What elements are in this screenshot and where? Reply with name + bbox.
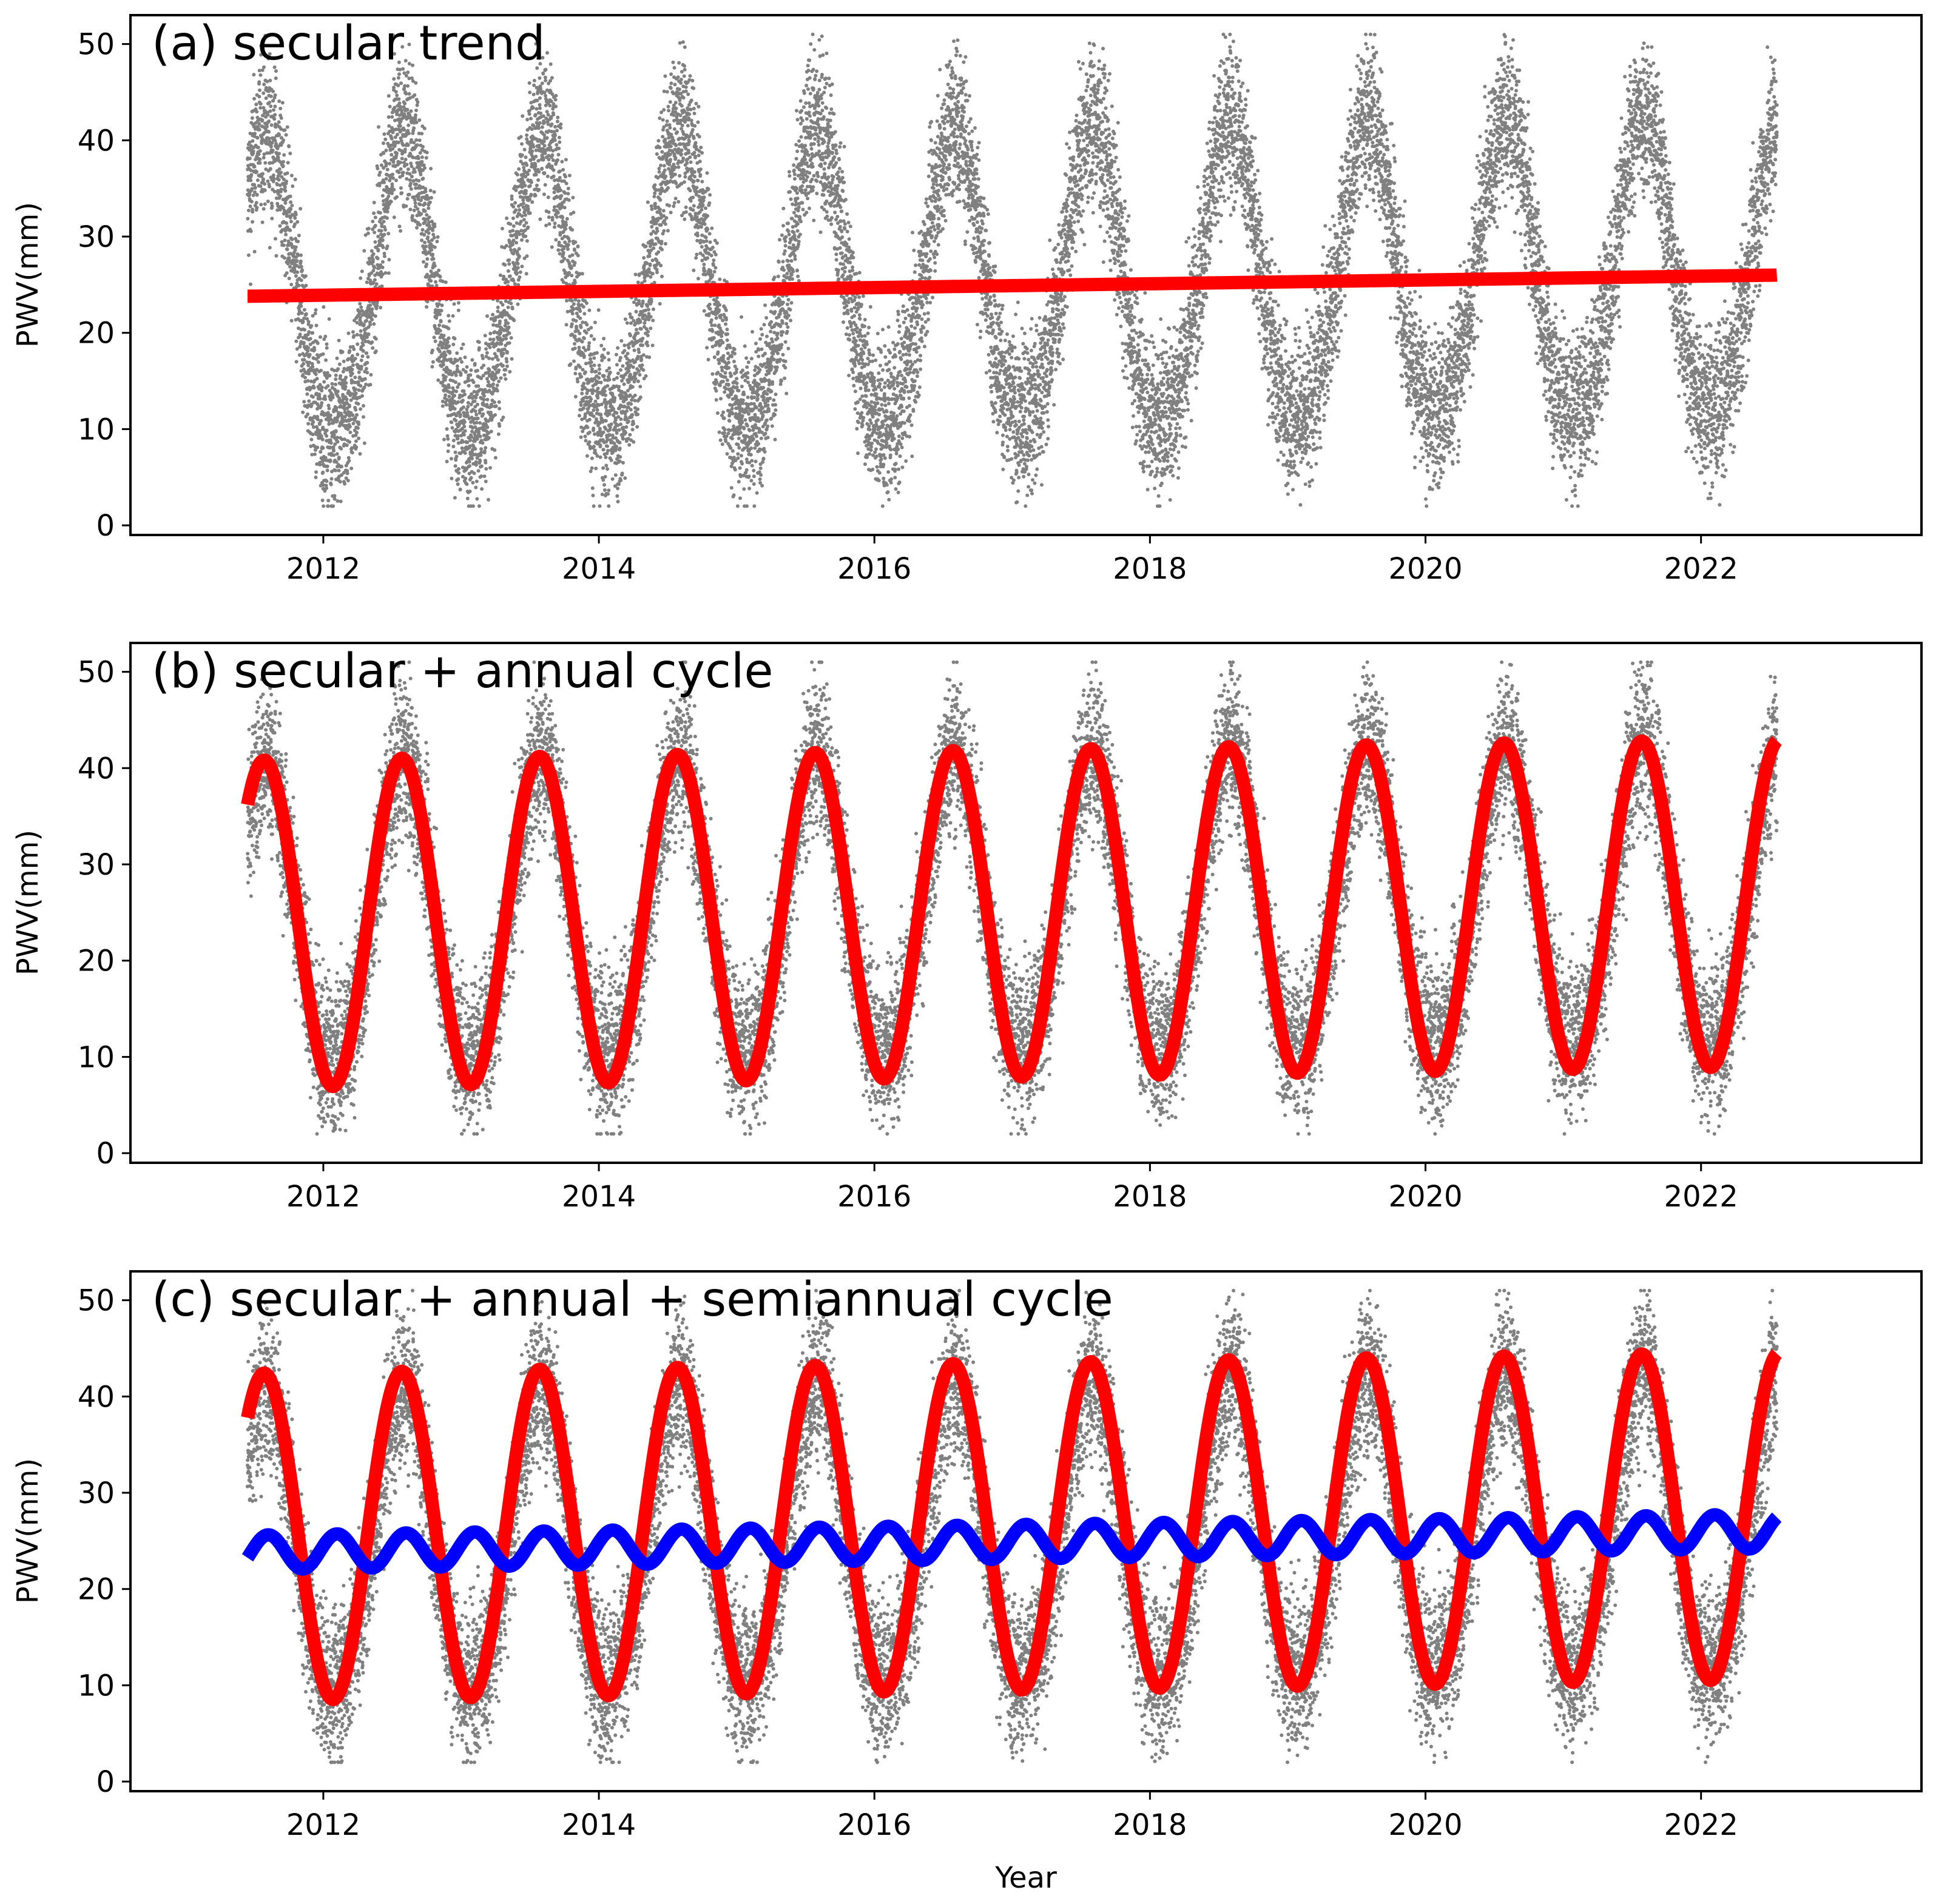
observation-scatter xyxy=(246,32,1779,508)
x-tick-label: 2012 xyxy=(286,552,360,586)
y-tick-label: 30 xyxy=(78,848,115,882)
panel-title: (c) secular + annual + semiannual cycle xyxy=(152,1273,1113,1327)
y-tick-label: 30 xyxy=(78,1476,115,1510)
y-axis-label: PWV(mm) xyxy=(11,830,45,975)
x-tick-label: 2022 xyxy=(1664,552,1738,586)
y-tick-label: 50 xyxy=(78,28,115,62)
y-tick-label: 50 xyxy=(78,1284,115,1318)
axis-ticks: 2012 2014 2016 2018 2020 2022 0 10 20 30 40 50 xyxy=(78,28,1738,586)
panel-title: (a) secular trend xyxy=(152,16,545,71)
panel-b: 2012 2014 2016 2018 2020 2022 0 10 20 30 40 50 (b) … xyxy=(11,642,1923,1214)
x-tick-label: 2022 xyxy=(1664,1808,1738,1842)
panel-title: (b) secular + annual cycle xyxy=(152,644,774,699)
x-axis-label: Year xyxy=(994,1861,1057,1895)
y-tick-label: 20 xyxy=(78,1573,115,1607)
x-tick-label: 2020 xyxy=(1388,552,1462,586)
y-tick-label: 0 xyxy=(96,509,115,543)
y-tick-label: 40 xyxy=(78,752,115,785)
plot-frame xyxy=(129,642,1923,1164)
y-axis-label: PWV(mm) xyxy=(11,1458,45,1604)
fit-curves xyxy=(241,268,1783,303)
x-tick-label: 2018 xyxy=(1113,552,1187,586)
x-tick-label: 2016 xyxy=(837,552,911,586)
panel-a: 2012 2014 2016 2018 2020 2022 0 10 20 30 40 50 (a) … xyxy=(11,14,1923,586)
y-tick-label: 20 xyxy=(78,944,115,978)
observation-points xyxy=(246,32,1779,508)
y-tick-label: 0 xyxy=(96,1137,115,1171)
y-tick-label: 50 xyxy=(78,656,115,690)
panel-c: 2012 2014 2016 2018 2020 2022 0 10 20 30 40 50 (c) … xyxy=(11,1270,1923,1895)
y-tick-label: 10 xyxy=(78,1040,115,1074)
x-tick-label: 2020 xyxy=(1388,1808,1462,1842)
x-tick-label: 2018 xyxy=(1113,1180,1187,1214)
secular-annual-cycle-line xyxy=(241,734,1783,1094)
x-tick-label: 2022 xyxy=(1664,1180,1738,1214)
y-tick-label: 0 xyxy=(96,1765,115,1799)
plot-frame xyxy=(129,14,1923,536)
x-tick-label: 2016 xyxy=(837,1180,911,1214)
y-axis-label: PWV(mm) xyxy=(11,202,45,348)
y-tick-label: 20 xyxy=(78,317,115,351)
x-tick-label: 2014 xyxy=(562,1180,636,1214)
plot-frame xyxy=(129,1270,1923,1792)
fit-curves xyxy=(241,1347,1783,1706)
semiannual-cycle-line xyxy=(241,1508,1783,1576)
x-tick-label: 2020 xyxy=(1388,1180,1462,1214)
y-tick-label: 40 xyxy=(78,1380,115,1414)
axis-ticks: 2012 2014 2016 2018 2020 2022 0 10 20 30 40 50 xyxy=(78,656,1738,1214)
fit-curves xyxy=(241,734,1783,1094)
y-tick-label: 10 xyxy=(78,1669,115,1703)
x-tick-label: 2014 xyxy=(562,552,636,586)
x-tick-label: 2014 xyxy=(562,1808,636,1842)
x-tick-label: 2012 xyxy=(286,1808,360,1842)
secular-trend-line xyxy=(241,268,1783,303)
y-tick-label: 40 xyxy=(78,124,115,158)
y-tick-label: 30 xyxy=(78,220,115,254)
y-tick-label: 10 xyxy=(78,412,115,446)
x-tick-label: 2016 xyxy=(837,1808,911,1842)
x-tick-label: 2018 xyxy=(1113,1808,1187,1842)
axis-ticks: 2012 2014 2016 2018 2020 2022 0 10 20 30 40 50 xyxy=(78,1284,1738,1842)
x-tick-label: 2012 xyxy=(286,1180,360,1214)
